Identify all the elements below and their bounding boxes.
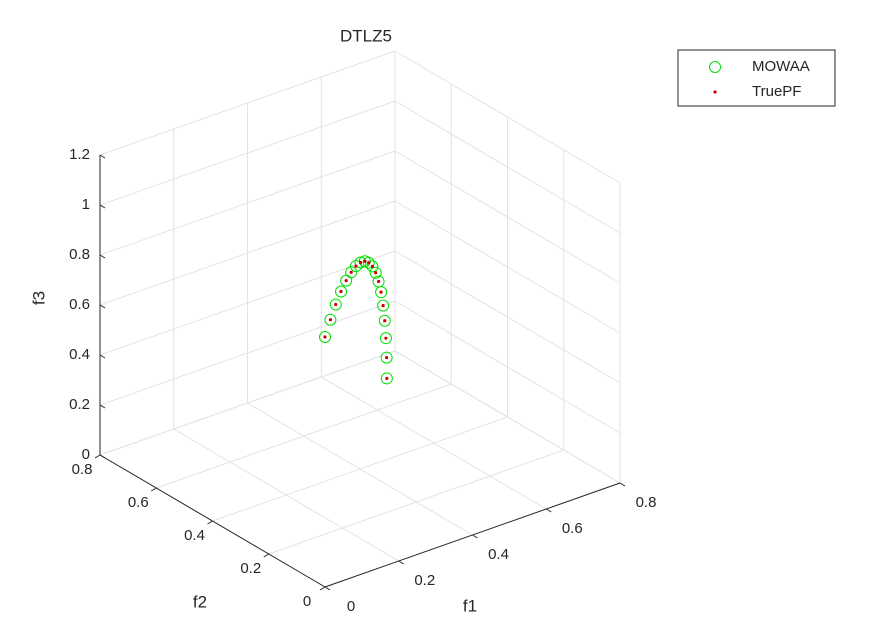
x-tick	[619, 482, 626, 487]
z-tick	[99, 404, 106, 409]
z-tick-label: 1	[82, 196, 90, 213]
point	[383, 319, 387, 323]
grid-line	[394, 300, 621, 434]
y-tick-label: 0.6	[128, 494, 149, 511]
x-tick-label: 0	[347, 598, 355, 615]
z-tick-label: 0.6	[69, 296, 90, 313]
point	[385, 355, 389, 360]
y-tick	[207, 520, 213, 525]
z-tick	[99, 454, 106, 459]
y-tick-label: 0	[303, 593, 311, 610]
z-tick	[99, 154, 106, 159]
y-tick-label: 0.2	[240, 560, 261, 577]
x-tick-label: 0.8	[636, 494, 657, 511]
z-tick	[99, 304, 106, 309]
point	[374, 271, 378, 275]
y-axis-label: f2	[193, 592, 207, 611]
point	[339, 289, 343, 294]
x-tick	[324, 586, 331, 591]
z-axis-label: f3	[29, 291, 48, 305]
y-tick	[263, 553, 270, 558]
point	[379, 332, 392, 345]
point	[384, 336, 388, 340]
z-tick-label: 0	[82, 446, 90, 463]
point	[380, 372, 393, 385]
legend-marker	[709, 61, 721, 73]
point	[328, 318, 333, 322]
point	[334, 302, 338, 307]
y-tick	[319, 586, 326, 591]
grid-line	[394, 50, 621, 184]
z-tick	[99, 254, 106, 259]
chart-title: DTLZ5	[340, 26, 392, 45]
grid-line	[212, 416, 508, 522]
grid-line	[394, 250, 621, 384]
z-tick-label: 0.2	[69, 396, 90, 413]
z-tick-label: 0.4	[69, 346, 90, 363]
point	[380, 351, 393, 364]
point	[354, 256, 367, 269]
point	[377, 299, 390, 312]
legend-label: MOWAA	[752, 58, 810, 75]
y-tick	[94, 454, 101, 459]
z-tick	[99, 354, 106, 359]
point	[354, 264, 358, 268]
point	[335, 285, 348, 298]
z-tick-label: 1.2	[69, 146, 90, 163]
point	[372, 275, 385, 288]
grid-line	[394, 150, 621, 284]
x-tick-label: 0.2	[414, 572, 435, 589]
point	[344, 279, 348, 283]
grid-line	[99, 350, 396, 456]
point	[369, 266, 382, 279]
point	[376, 279, 381, 284]
grid-line	[394, 200, 621, 334]
point	[363, 259, 367, 263]
point	[323, 335, 327, 339]
y-tick-label: 0.8	[72, 461, 93, 478]
point	[370, 264, 375, 268]
legend-box	[677, 49, 836, 107]
grid-line	[394, 100, 621, 234]
z-tick	[99, 204, 106, 209]
point	[349, 270, 353, 274]
legend-label: TruePF	[752, 83, 801, 100]
point	[378, 314, 391, 327]
point	[324, 313, 337, 326]
x-tick	[472, 534, 478, 539]
point	[367, 261, 371, 265]
point	[385, 376, 389, 381]
grid-line	[156, 383, 452, 489]
point	[358, 260, 363, 265]
point	[381, 304, 385, 308]
y-tick	[150, 487, 157, 492]
grid-line	[394, 350, 621, 484]
x-axis-label: f1	[463, 596, 477, 615]
point	[349, 260, 362, 273]
x-tick-label: 0.4	[488, 546, 509, 563]
grid-line	[99, 200, 396, 306]
point	[379, 290, 383, 294]
point	[319, 331, 331, 343]
legend-marker	[713, 90, 717, 94]
y-tick-label: 0.4	[184, 527, 205, 544]
x-tick	[398, 560, 405, 565]
x-tick	[545, 508, 552, 513]
point	[329, 298, 342, 311]
grid-line	[99, 250, 396, 356]
x-tick-label: 0.6	[562, 520, 583, 537]
grid-line	[99, 300, 396, 406]
grid-line	[99, 100, 396, 206]
z-tick-label: 0.8	[69, 246, 90, 263]
grid-line	[99, 50, 396, 156]
point	[340, 274, 353, 287]
grid-line	[268, 449, 564, 555]
grid-line	[99, 150, 396, 256]
